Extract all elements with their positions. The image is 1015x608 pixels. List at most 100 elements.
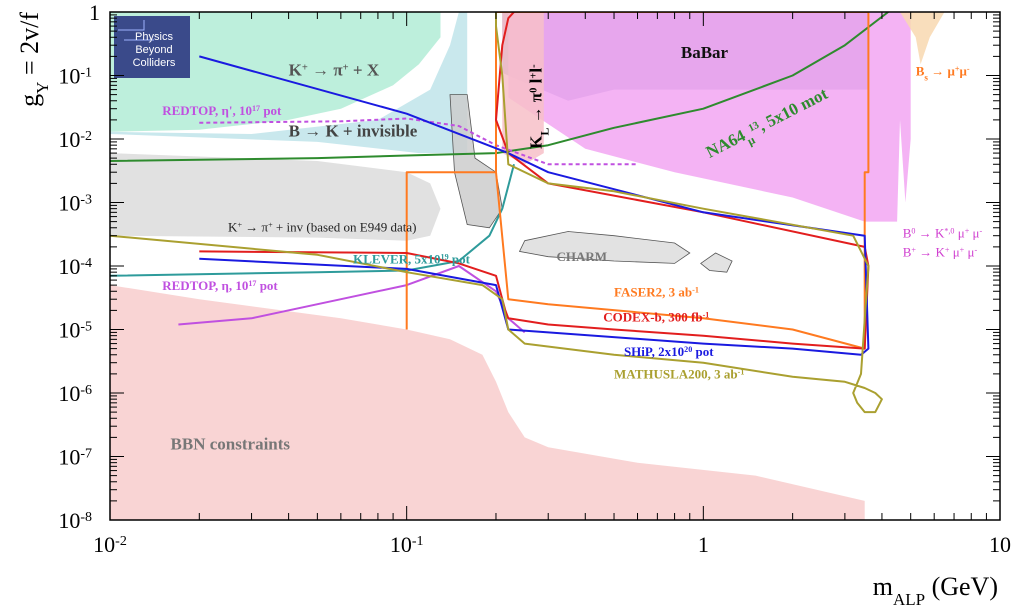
label-bkstar-tail: μ bbox=[954, 226, 964, 241]
label-bs-tail: μ bbox=[959, 64, 967, 79]
label-charm: CHARM bbox=[557, 249, 608, 264]
y-axis-title: gY = 2v/f bbox=[15, 12, 52, 107]
label-math-sup: -1 bbox=[738, 367, 745, 376]
label-bkstar-sup2: *,0 bbox=[944, 226, 954, 235]
label-codex: CODEX-b, 300 fb-1 bbox=[603, 310, 709, 325]
label-math: MATHUSLA200, 3 ab-1 bbox=[614, 366, 744, 381]
y-tick-label: 10-2 bbox=[58, 127, 92, 152]
logo-word-0: Physics bbox=[135, 31, 173, 43]
label-faser: FASER2, 3 ab-1 bbox=[614, 285, 699, 300]
label-babar-text: BaBar bbox=[681, 43, 729, 62]
region-bs-region bbox=[900, 12, 945, 65]
y-tick-label: 10-8 bbox=[58, 508, 92, 533]
sensitivity-curves bbox=[110, 12, 889, 414]
label-klever-tail: pot bbox=[449, 251, 471, 266]
label-kpix-mid: → π bbox=[308, 61, 344, 80]
label-kpinv-tail: + inv (based on E949 data) bbox=[273, 219, 417, 234]
label-bkplus: B+ → K+ μ+ μ- bbox=[903, 245, 978, 260]
label-redtop2-tail: pot bbox=[256, 278, 278, 293]
y-tick-label: 10-3 bbox=[58, 191, 92, 216]
axis-tick-labels: 10-2 10-1 1 10 1 10-1 10-2 10-3 10-4 10-5 10-6 10-7… bbox=[58, 0, 1011, 557]
label-redtop2-sup: 17 bbox=[248, 278, 256, 287]
curve-ship bbox=[199, 55, 870, 356]
label-bs: Bs → μ+μ- bbox=[916, 64, 970, 83]
y-tick-label: 1 bbox=[89, 0, 100, 25]
label-ship-sup: 20 bbox=[684, 345, 692, 354]
x-tick-label: 10-2 bbox=[93, 532, 127, 557]
label-kl-text: K bbox=[527, 135, 546, 149]
label-ship-text: SHiP, 2x10 bbox=[624, 344, 684, 359]
label-redtop1-text: REDTOP, η', 10 bbox=[162, 103, 252, 118]
label-kpix-tail: + X bbox=[349, 61, 380, 80]
x-axis-title: mALP (GeV) bbox=[873, 572, 998, 608]
label-bkplus-sup4: - bbox=[974, 245, 977, 254]
curve-codex-b bbox=[199, 12, 870, 350]
label-kl-sup4: - bbox=[528, 64, 539, 68]
x-tick-label: 10 bbox=[989, 532, 1011, 557]
x-tick-label: 10-1 bbox=[390, 532, 424, 557]
label-kpix-sup2: + bbox=[343, 62, 349, 73]
label-faser-text: FASER2, 3 ab bbox=[614, 285, 692, 300]
y-tick-label: 10-4 bbox=[58, 254, 92, 279]
label-bkstar-text: B bbox=[903, 226, 912, 241]
label-kpix: K+ → π+ + X bbox=[289, 61, 380, 80]
label-charm-text: CHARM bbox=[557, 249, 608, 264]
axis-ticks bbox=[109, 12, 1000, 521]
label-kl-sub: L bbox=[538, 128, 552, 136]
label-bkplus-tail2: μ bbox=[964, 245, 974, 260]
logo-word-2: Colliders bbox=[133, 57, 176, 69]
label-redtop1: REDTOP, η', 1017 pot bbox=[162, 103, 282, 118]
label-bs-mid: → μ bbox=[928, 64, 956, 79]
label-redtop2-text: REDTOP, η, 10 bbox=[162, 278, 248, 293]
label-bkstar-tail2: μ bbox=[969, 226, 979, 241]
label-redtop2: REDTOP, η, 1017 pot bbox=[162, 278, 278, 293]
curve-klever bbox=[110, 164, 515, 277]
label-bkstar-mid: → K bbox=[915, 226, 945, 241]
label-bkinv-text: B → K + invisible bbox=[289, 121, 418, 140]
region-charm bbox=[518, 231, 691, 264]
label-bkstar-sup4: - bbox=[980, 226, 983, 235]
label-na64-sup: 13 bbox=[747, 119, 761, 134]
label-bkplus-tail: μ bbox=[949, 245, 959, 260]
label-bbn-text: BBN constraints bbox=[171, 434, 291, 453]
label-kpinv-sup2: + bbox=[268, 220, 273, 229]
region-grey-band bbox=[449, 94, 503, 229]
label-kl: KL → π0 l+l- bbox=[527, 64, 552, 149]
region-b-k-invisible bbox=[110, 12, 468, 154]
y-tick-label: 10-7 bbox=[58, 445, 92, 470]
label-redtop1-tail: pot bbox=[260, 103, 282, 118]
label-kpix-text: K bbox=[289, 61, 303, 80]
label-kl-tail2: l bbox=[527, 68, 546, 73]
label-kpinv: K+ → π+ + inv (based on E949 data) bbox=[228, 219, 416, 234]
label-bkinv: B → K + invisible bbox=[289, 121, 418, 140]
logo-word-1: Beyond bbox=[135, 44, 172, 56]
logo-background bbox=[114, 16, 190, 78]
label-bbn: BBN constraints bbox=[171, 434, 291, 453]
label-codex-sup: -1 bbox=[703, 310, 710, 319]
label-bs-sub: s bbox=[924, 73, 928, 83]
label-kl-sup3: + bbox=[528, 73, 539, 79]
label-codex-text: CODEX-b, 300 fb bbox=[603, 310, 702, 325]
label-kpix-sup1: + bbox=[302, 62, 308, 73]
logo-circuit-icon bbox=[118, 20, 154, 41]
label-bkplus-sup2: + bbox=[945, 245, 950, 254]
label-bs-sup2: + bbox=[955, 64, 960, 73]
label-kpinv-sup1: + bbox=[237, 220, 242, 229]
label-bkstar-sup3: + bbox=[965, 226, 970, 235]
label-kl-sup2: 0 bbox=[528, 88, 539, 93]
label-babar: BaBar bbox=[681, 43, 729, 62]
curve-redtop-eta-prime bbox=[199, 117, 638, 166]
label-bkstar-sup1: 0 bbox=[911, 226, 915, 235]
region-k-pi-inv bbox=[110, 153, 441, 241]
label-klever-sup: 19 bbox=[441, 252, 449, 261]
label-kl-tail: l bbox=[527, 78, 546, 87]
label-bkplus-mid: → K bbox=[916, 245, 946, 260]
label-bs-text: B bbox=[916, 64, 925, 79]
region-bbn-constraints bbox=[110, 285, 865, 520]
y-tick-label: 10-5 bbox=[58, 318, 92, 343]
label-klever-text: KLEVER, 5x10 bbox=[353, 251, 440, 266]
region-kl-region bbox=[502, 12, 544, 165]
region-charm-blob bbox=[700, 252, 733, 273]
